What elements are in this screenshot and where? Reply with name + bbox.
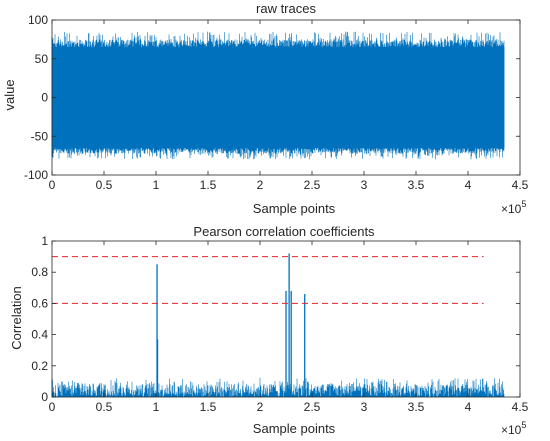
raw-traces-xlabel: Sample points — [253, 201, 336, 216]
correlation-subplot: Pearson correlation coefficients 0 0.5 1 1.… — [9, 224, 529, 437]
correlation-ytick-label: 1 — [41, 234, 48, 248]
raw-traces-line — [51, 31, 505, 160]
raw-traces-x-multiplier-exp: 5 — [521, 199, 526, 209]
raw-traces-xtick-label: 0 — [49, 178, 56, 192]
raw-traces-xtick-label: 4 — [465, 178, 472, 192]
correlation-ytick-label: 0.8 — [31, 265, 48, 279]
raw-traces-xtick-label: 2 — [257, 178, 264, 192]
correlation-x-multiplier-base: ×10 — [501, 423, 522, 437]
raw-traces-xtick-label: 2.5 — [304, 178, 321, 192]
raw-traces-ytick-label: -50 — [31, 129, 49, 143]
correlation-xtick-label: 3 — [361, 400, 368, 414]
correlation-ylabel: Correlation — [9, 286, 24, 350]
correlation-x-multiplier: ×105 — [501, 420, 526, 437]
raw-traces-xtick-label: 1 — [153, 178, 160, 192]
correlation-ticks: 0 0.5 1 1.5 2 2.5 3 3.5 4 4.5 0 0.2 0.4 0.6 0.8 1 — [31, 234, 528, 414]
correlation-series — [51, 253, 505, 397]
correlation-x-multiplier-exp: 5 — [521, 420, 526, 430]
raw-traces-xtick-label: 0.5 — [96, 178, 113, 192]
correlation-title: Pearson correlation coefficients — [193, 224, 375, 239]
correlation-xtick-label: 1.5 — [200, 400, 217, 414]
correlation-xtick-label: 2.5 — [304, 400, 321, 414]
raw-traces-xtick-label: 3.5 — [408, 178, 425, 192]
correlation-xtick-label: 0 — [49, 400, 56, 414]
correlation-xtick-label: 0.5 — [96, 400, 113, 414]
correlation-axes-box — [51, 240, 521, 398]
correlation-xtick-label: 1 — [153, 400, 160, 414]
raw-traces-ytick-label: -100 — [24, 168, 48, 182]
correlation-ytick-label: 0 — [41, 390, 48, 404]
raw-traces-xtick-label: 4.5 — [512, 178, 529, 192]
correlation-xtick-label: 3.5 — [408, 400, 425, 414]
raw-traces-ytick-label: 100 — [28, 13, 48, 27]
raw-traces-ticks: 0 0.5 1 1.5 2 2.5 3 3.5 4 4.5 -100 -50 0 50 100 — [24, 13, 529, 192]
raw-traces-title: raw traces — [256, 1, 316, 16]
correlation-ytick-label: 0.6 — [31, 296, 48, 310]
raw-traces-x-multiplier-base: ×10 — [501, 202, 522, 216]
correlation-xtick-label: 4.5 — [512, 400, 529, 414]
raw-traces-ytick-label: 50 — [35, 52, 49, 66]
raw-traces-ytick-label: 0 — [41, 91, 48, 105]
raw-traces-ylabel: value — [2, 79, 17, 110]
correlation-xtick-label: 2 — [257, 400, 264, 414]
correlation-thresholds — [52, 256, 484, 304]
correlation-xtick-label: 4 — [465, 400, 472, 414]
correlation-xlabel: Sample points — [253, 421, 336, 436]
raw-traces-subplot: raw traces 0 0.5 1 1.5 2 2.5 3 3.5 4 4.5 -100 -50 0 5… — [2, 1, 529, 216]
correlation-ytick-label: 0.4 — [31, 328, 48, 342]
correlation-ytick-label: 0.2 — [31, 359, 48, 373]
raw-traces-xtick-label: 1.5 — [200, 178, 217, 192]
raw-traces-x-multiplier: ×105 — [501, 199, 526, 216]
raw-traces-series — [51, 31, 505, 160]
raw-traces-xtick-label: 3 — [361, 178, 368, 192]
